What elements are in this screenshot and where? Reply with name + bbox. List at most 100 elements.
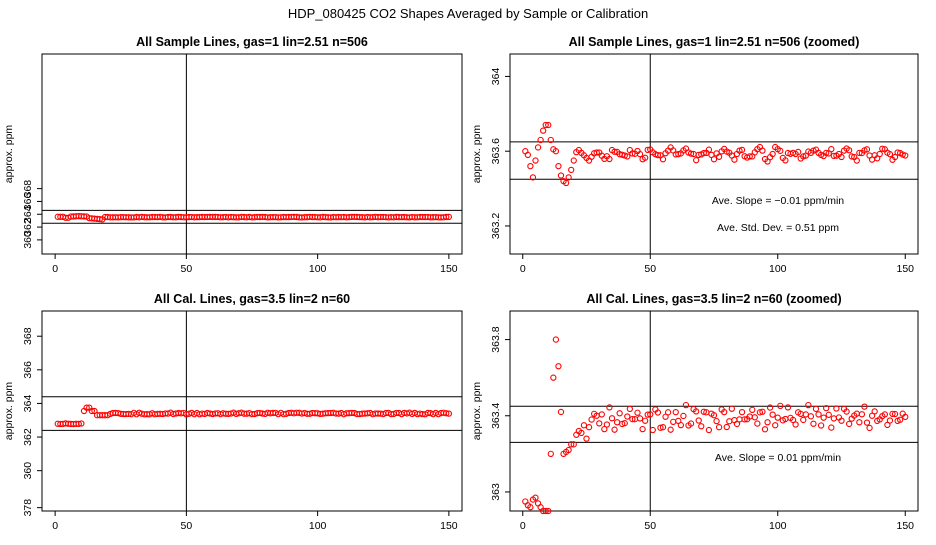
data-point [96, 215, 103, 223]
data-point [881, 411, 888, 418]
data-point [78, 420, 85, 427]
data-point [766, 404, 774, 411]
y-tick-label: 360 [22, 231, 34, 249]
data-point [621, 420, 628, 427]
data-point [838, 417, 845, 424]
data-point [761, 426, 769, 433]
y-tick-label: 363.8 [490, 326, 502, 352]
data-point [807, 413, 815, 420]
plot-frame [509, 310, 919, 512]
plot-frame [41, 310, 463, 512]
y-tick-label: 364 [22, 205, 34, 223]
data-point [861, 403, 868, 410]
data-point [856, 419, 863, 426]
data-point [756, 409, 764, 416]
data-point [820, 414, 827, 421]
x-tick-label: 50 [644, 263, 656, 275]
data-point [568, 441, 575, 448]
data-point [565, 174, 572, 181]
data-point [705, 426, 713, 434]
data-point [682, 401, 690, 409]
data-point [805, 401, 812, 409]
data-point [736, 416, 743, 423]
data-point [647, 411, 654, 418]
data-point [659, 424, 667, 431]
data-point [825, 411, 832, 418]
y-axis-label: approx. ppm [471, 125, 483, 184]
data-point [715, 153, 723, 160]
y-tick-label: 363.6 [490, 138, 502, 164]
data-point [88, 407, 96, 415]
data-point [710, 156, 718, 163]
y-tick-label: 366 [22, 361, 34, 379]
y-tick-label: 363 [490, 483, 502, 501]
data-point [601, 425, 608, 433]
data-point [596, 420, 603, 427]
data-point [764, 419, 771, 426]
data-point [810, 420, 817, 427]
data-point [675, 151, 682, 158]
subplot-2: All Sample Lines, gas=1 lin=2.51 n=506 (… [471, 35, 919, 275]
data-point [529, 174, 537, 181]
data-point [636, 415, 644, 422]
data-point [672, 408, 679, 416]
data-point [843, 408, 850, 415]
data-point [731, 156, 738, 163]
x-tick-label: 100 [769, 520, 787, 532]
subplot-title: All Cal. Lines, gas=3.5 lin=2 n=60 [154, 292, 350, 306]
y-axis-label: approx. ppm [3, 125, 15, 184]
data-point [657, 424, 664, 431]
data-point [866, 424, 873, 432]
data-point [738, 146, 746, 154]
data-point [527, 162, 534, 170]
data-point [537, 136, 544, 144]
data-point [698, 423, 705, 430]
data-point [547, 136, 554, 144]
data-point [547, 450, 554, 458]
x-tick-label: 150 [440, 520, 458, 532]
data-point [792, 421, 799, 428]
data-point [613, 419, 621, 426]
x-tick-label: 0 [52, 520, 58, 532]
data-point [693, 408, 700, 415]
data-point [532, 157, 539, 164]
data-point [624, 413, 631, 420]
data-point [545, 121, 552, 129]
data-point [726, 418, 733, 425]
data-point [677, 421, 684, 429]
y-tick-label: 366 [22, 193, 34, 211]
subplot-3: All Cal. Lines, gas=3.5 lin=2 n=60 0 50 100… [3, 292, 463, 532]
data-point [611, 148, 618, 155]
data-point [687, 150, 695, 157]
data-point [741, 416, 748, 423]
y-tick-label: 364 [22, 395, 34, 413]
data-point [557, 408, 565, 416]
data-point [846, 420, 853, 428]
data-point [710, 412, 718, 419]
data-point [626, 405, 633, 413]
plot-frame [509, 53, 919, 255]
data-point [664, 409, 672, 416]
data-point [611, 426, 618, 433]
data-point [542, 507, 549, 515]
data-point [667, 426, 674, 433]
data-point [588, 416, 595, 423]
data-point [723, 423, 730, 431]
data-point [570, 157, 577, 164]
data-point [800, 416, 807, 424]
data-point [552, 148, 560, 155]
y-tick-label: 360 [22, 462, 34, 480]
data-point [817, 422, 825, 429]
y-tick-label: 363.4 [490, 402, 502, 428]
data-point [83, 404, 90, 411]
data-point [749, 406, 756, 414]
data-point [634, 409, 641, 416]
data-point [534, 144, 542, 151]
data-point [636, 151, 644, 158]
data-point [886, 417, 894, 424]
x-tick-label: 100 [309, 520, 327, 532]
data-point [659, 156, 667, 163]
data-point [693, 157, 700, 164]
data-point [75, 420, 82, 428]
y-tick-label: 368 [22, 180, 34, 198]
